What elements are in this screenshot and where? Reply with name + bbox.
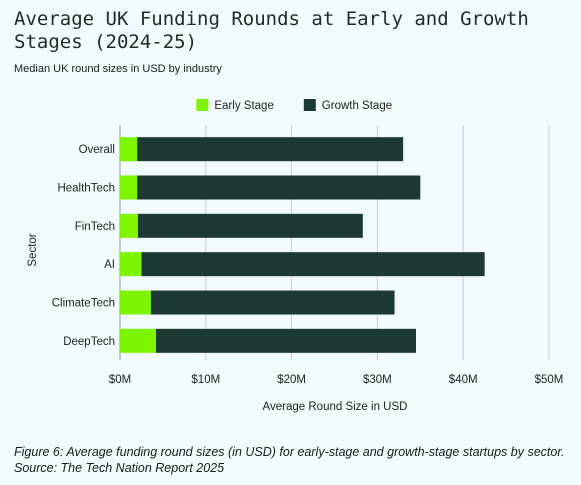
bar-early-stage-overall xyxy=(120,137,138,162)
bar-early-stage-climatetech xyxy=(120,290,151,315)
bar-growth-stage-ai xyxy=(141,252,485,277)
bar-growth-stage-healthtech xyxy=(137,175,421,200)
bar-early-stage-deeptech xyxy=(120,328,157,353)
figure-caption: Figure 6: Average funding round sizes (i… xyxy=(14,445,565,475)
y-tick-label: Overall xyxy=(79,144,115,156)
bar-growth-stage-overall xyxy=(137,137,404,162)
legend-label: Growth Stage xyxy=(322,100,392,112)
x-axis-title: Average Round Size in USD xyxy=(263,401,408,413)
bar-early-stage-healthtech xyxy=(120,175,138,200)
bar-growth-stage-deeptech xyxy=(156,328,417,353)
x-tick-label: $0M xyxy=(109,374,131,386)
y-tick-label: FinTech xyxy=(75,221,115,233)
x-tick-label: $20M xyxy=(277,374,306,386)
y-tick-label: AI xyxy=(104,259,115,271)
x-tick-label: $40M xyxy=(449,374,478,386)
chart-subtitle: Median UK round sizes in USD by industry xyxy=(14,63,222,75)
y-axis-tick-labels: Overall HealthTech FinTech AI ClimateTech Dee… xyxy=(52,144,115,348)
bar-early-stage-fintech xyxy=(120,213,139,238)
x-tick-label: $30M xyxy=(363,374,392,386)
chart-title: Average UK Funding Rounds at Early and G… xyxy=(14,8,529,53)
y-axis-title: Sector xyxy=(27,233,39,266)
x-tick-label: $10M xyxy=(191,374,220,386)
chart-legend: Early Stage Growth Stage xyxy=(196,99,392,112)
bar-growth-stage-fintech xyxy=(138,213,363,238)
stacked-bar-chart: Early Stage Growth Stage Overall HealthTec… xyxy=(27,99,564,413)
y-tick-label: HealthTech xyxy=(57,183,115,195)
bar-early-stage-ai xyxy=(120,252,142,277)
legend-swatch xyxy=(196,99,209,111)
chart-gridlines xyxy=(119,125,550,360)
y-tick-label: DeepTech xyxy=(63,336,115,348)
legend-label: Early Stage xyxy=(214,100,273,112)
y-tick-label: ClimateTech xyxy=(52,298,115,310)
x-tick-label: $50M xyxy=(535,374,564,386)
x-axis-tick-labels: $0M $10M $20M $30M $40M $50M xyxy=(109,374,564,386)
chart-bars xyxy=(120,137,485,353)
bar-growth-stage-climatetech xyxy=(150,290,395,315)
legend-swatch xyxy=(303,99,316,111)
